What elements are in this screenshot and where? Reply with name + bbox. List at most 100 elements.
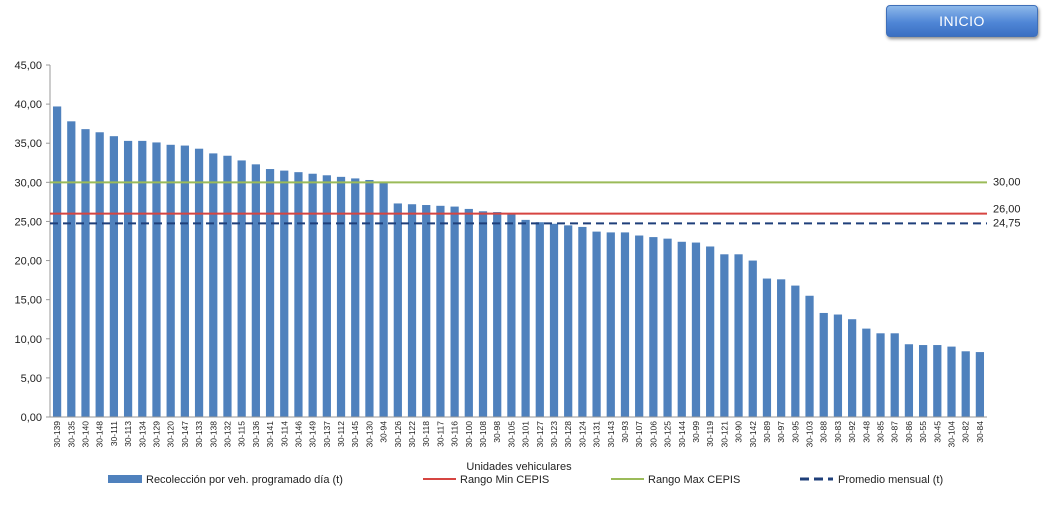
x-tick-label: 30-144 [677,421,687,448]
x-tick-label: 30-99 [691,421,701,443]
bar-30-141 [265,169,275,417]
x-tick-label: 30-147 [180,421,190,448]
x-tick-label: 30-127 [535,421,545,448]
bar-30-111 [109,136,118,417]
y-tick-label: 10,00 [14,334,42,346]
bars [52,106,985,418]
x-tick-label: 30-134 [137,421,147,448]
bar-30-133 [194,148,204,417]
x-tick-label: 30-112 [336,421,346,447]
bar-30-55 [919,345,928,417]
x-tick-label: 30-84 [975,421,985,443]
bar-30-138 [209,153,218,417]
bar-30-140 [81,129,90,417]
x-tick-label: 30-149 [308,421,318,448]
x-tick-label: 30-148 [95,421,105,448]
bar-30-97 [777,279,786,417]
bar-30-135 [67,121,76,417]
bar-30-132 [223,155,232,418]
y-tick-label: 25,00 [14,216,42,228]
bar-30-145 [351,178,360,417]
bar-30-124 [578,226,587,417]
x-tick-label: 30-143 [606,421,616,448]
inicio-button[interactable]: INICIO [886,5,1038,37]
bar-30-84 [975,352,985,417]
x-tick-label: 30-104 [947,421,957,448]
bar-30-122 [407,204,417,417]
bar-30-87 [890,333,899,417]
x-tick-label: 30-100 [464,421,474,448]
x-tick-label: 30-119 [705,421,715,447]
y-tick-label: 15,00 [14,295,42,307]
x-tick-label: 30-87 [890,421,900,443]
bar-30-98 [493,212,502,417]
y-tick-label: 45,00 [14,60,42,72]
bar-30-116 [450,206,459,417]
x-tick-label: 30-118 [421,421,431,447]
x-tick-label: 30-128 [563,421,573,448]
bar-30-134 [138,140,147,417]
bar-30-104 [947,346,956,417]
bar-30-100 [464,208,473,417]
bar-30-115 [237,160,246,417]
y-tick-label: 30,00 [14,177,42,189]
bar-30-112 [336,176,346,417]
bar-30-136 [251,164,260,417]
x-axis-title: Unidades vehiculares [466,461,572,473]
y-tick-label: 20,00 [14,256,42,268]
x-tick-label: 30-141 [265,421,275,448]
bar-30-139 [52,106,62,418]
bar-30-114 [280,170,289,417]
x-tick-label: 30-83 [833,421,843,443]
bar-30-130 [365,179,374,417]
x-tick-label: 30-135 [66,421,76,448]
bar-30-113 [123,140,133,417]
bar-30-83 [833,314,843,417]
x-tick-label: 30-106 [648,421,658,448]
x-tick-label: 30-121 [719,421,729,448]
legend-label-rango_min: Rango Min CEPIS [460,474,549,486]
bar-30-92 [848,319,857,417]
bar-30-125 [663,238,672,417]
x-tick-label: 30-125 [663,421,673,448]
bar-30-93 [620,232,630,417]
x-tick-label: 30-105 [506,421,516,448]
legend-label-promedio: Promedio mensual (t) [838,474,943,486]
y-tick-label: 0,00 [21,412,42,424]
bar-30-123 [549,223,559,417]
bar-30-45 [933,345,942,417]
bar-30-119 [706,246,715,417]
x-tick-label: 30-103 [805,421,815,448]
x-tick-label: 30-111 [109,421,119,446]
x-tick-label: 30-95 [790,421,800,443]
legend-swatch-recoleccion [108,475,142,483]
x-tick-label: 30-55 [918,421,928,443]
bar-30-48 [862,328,871,417]
x-tick-label: 30-120 [166,421,176,448]
bar-30-108 [478,211,488,417]
ref-label-promedio: 24,75 [993,217,1021,229]
bar-30-85 [876,333,885,417]
x-tick-label: 30-133 [194,421,204,448]
x-tick-label: 30-108 [478,421,488,448]
y-axis: 0,00 5,00 10,00 15,00 20,00 25,00 30,00 35,00 40… [14,60,51,424]
x-tick-label: 30-140 [80,421,90,448]
x-tick-label: 30-101 [521,421,531,448]
y-tick-label: 40,00 [14,99,42,111]
x-tick-label: 30-98 [492,421,502,443]
x-tick-label: 30-94 [379,421,389,443]
bar-30-121 [720,254,729,417]
bar-30-142 [748,260,757,417]
y-tick-label: 5,00 [21,373,42,385]
x-tick-label: 30-137 [322,421,332,448]
bar-30-99 [691,242,701,417]
x-tick-label: 30-123 [549,421,559,448]
x-tick-label: 30-89 [762,421,772,443]
x-tick-label: 30-136 [251,421,261,448]
x-tick-label: 30-126 [393,421,403,448]
bar-30-82 [961,351,970,417]
legend-label-recoleccion: Recolección por veh. programado día (t) [146,474,343,486]
x-tick-label: 30-130 [364,421,374,448]
bar-30-131 [592,231,601,417]
